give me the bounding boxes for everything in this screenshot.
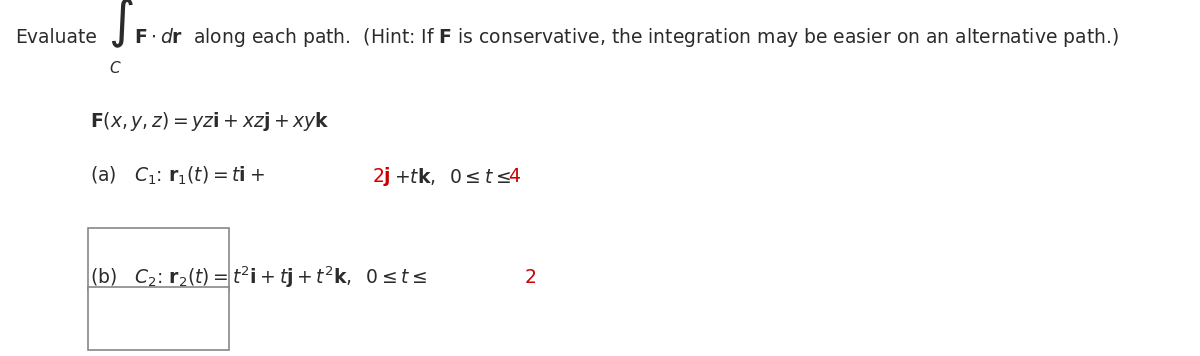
Text: (b)   $C_2$: $\mathbf{r}_2(t) = t^2\mathbf{i} + t\mathbf{j} + t^2\mathbf{k},\;\;: (b) $C_2$: $\mathbf{r}_2(t) = t^2\mathbf… <box>90 265 427 290</box>
Text: Evaluate: Evaluate <box>16 28 97 47</box>
Bar <box>88 228 229 290</box>
Text: $\mathit{C}$: $\mathit{C}$ <box>108 60 121 75</box>
Text: $ + t\mathbf{k},\;\; 0 \leq t \leq $: $ + t\mathbf{k},\;\; 0 \leq t \leq $ <box>394 166 510 187</box>
Text: $4$: $4$ <box>508 167 521 186</box>
Bar <box>88 287 229 350</box>
Text: $\mathbf{F} \cdot d\mathbf{r}$  along each path.  (Hint: If $\mathbf{F}$ is cons: $\mathbf{F} \cdot d\mathbf{r}$ along eac… <box>134 26 1120 49</box>
Text: (a)   $C_1$: $\mathbf{r}_1(t) = t\mathbf{i} + $: (a) $C_1$: $\mathbf{r}_1(t) = t\mathbf{i… <box>90 165 265 187</box>
Text: $2$: $2$ <box>524 268 536 287</box>
Text: $\int$: $\int$ <box>108 0 133 50</box>
Text: $\mathbf{F}$$(x, y, z) = yz\mathbf{i} + xz\mathbf{j} + xy\mathbf{k}$: $\mathbf{F}$$(x, y, z) = yz\mathbf{i} + … <box>90 110 330 132</box>
Text: $2\mathbf{j}$: $2\mathbf{j}$ <box>372 165 391 188</box>
